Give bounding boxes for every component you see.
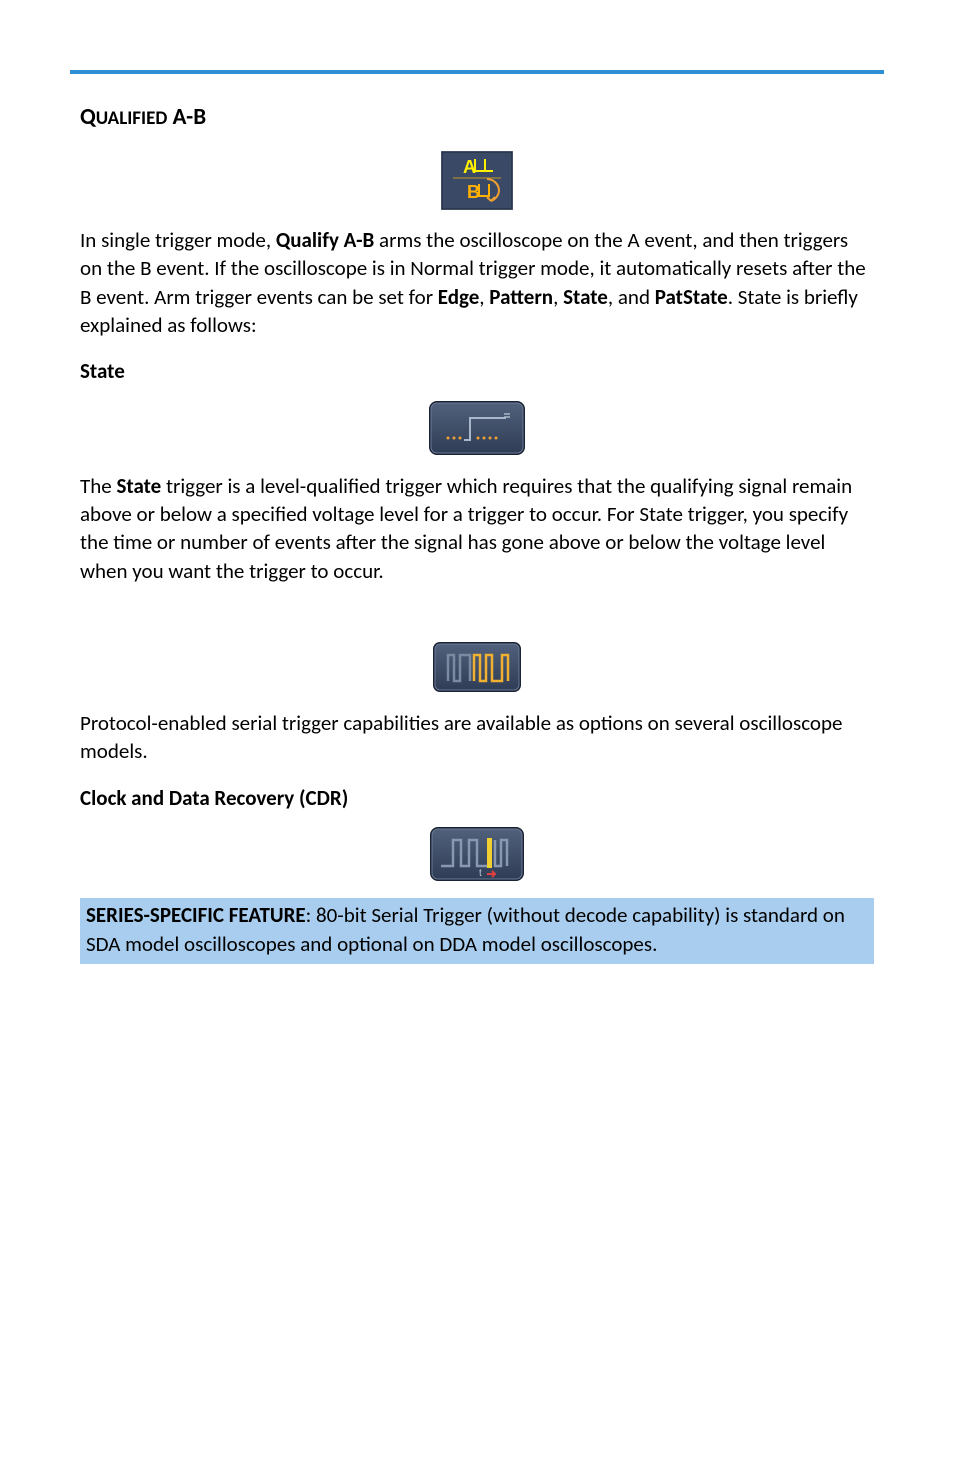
top-rule (70, 70, 884, 74)
para-qualify-ab-b5: PatState (655, 284, 728, 310)
serial-trigger-icon (432, 641, 522, 693)
spacer (80, 603, 874, 633)
heading-qualified-ab-prefix: Q (80, 103, 96, 131)
para-state-b1: State (116, 473, 161, 499)
series-specific-callout: SERIES-SPECIFIC FEATURE: 80-bit Serial T… (80, 898, 874, 964)
para-state-t1: The (80, 473, 116, 499)
heading-cdr: Clock and Data Recovery (CDR) (80, 784, 874, 812)
para-qualify-ab: In single trigger mode, Qualify A-B arms… (80, 226, 874, 339)
para-serial: Protocol-enabled serial trigger capabili… (80, 709, 874, 766)
qualify-ab-icon: A B (441, 151, 513, 210)
cdr-icon: t (429, 826, 525, 882)
heading-qualified-ab: QUALIFIED A-B (80, 102, 874, 133)
state-trigger-icon (428, 400, 526, 456)
callout-b1: SERIES-SPECIFIC FEATURE (86, 902, 306, 928)
para-qualify-ab-b1: Qualify A-B (276, 227, 374, 253)
para-qualify-ab-t1: In single trigger mode, (80, 227, 276, 253)
icon-row-serial (80, 641, 874, 693)
para-qualify-ab-b2: Edge (438, 284, 480, 310)
icon-row-state (80, 400, 874, 456)
para-qualify-ab-t4: , (553, 284, 563, 310)
icon-row-ab: A B (80, 151, 874, 210)
heading-qualified-ab-mid: UALIFIED (96, 107, 168, 130)
para-qualify-ab-t5: , and (608, 284, 655, 310)
para-qualify-ab-t3: , (479, 284, 489, 310)
heading-state: State (80, 357, 874, 385)
svg-text:t: t (479, 868, 482, 879)
icon-row-cdr: t (80, 826, 874, 882)
para-qualify-ab-b4: State (563, 284, 608, 310)
para-qualify-ab-b3: Pattern (489, 284, 553, 310)
para-state-t2: trigger is a level-qualified trigger whi… (80, 473, 852, 584)
heading-qualified-ab-suffix: A-B (167, 103, 206, 131)
para-state: The State trigger is a level-qualified t… (80, 472, 874, 585)
